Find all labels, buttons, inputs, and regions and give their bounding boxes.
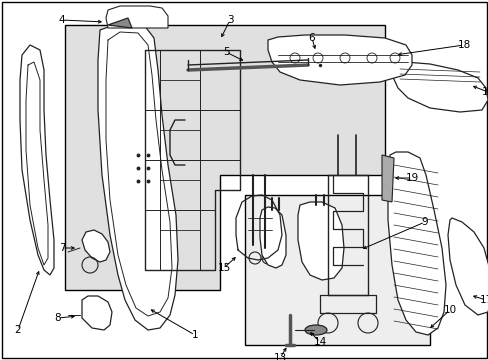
Polygon shape — [65, 25, 384, 290]
Polygon shape — [106, 6, 168, 28]
Polygon shape — [82, 296, 112, 330]
Polygon shape — [389, 62, 487, 112]
Text: 6: 6 — [308, 33, 315, 43]
Text: 19: 19 — [405, 173, 418, 183]
Polygon shape — [20, 45, 54, 275]
Text: 2: 2 — [15, 325, 21, 335]
Polygon shape — [98, 22, 178, 330]
Text: 5: 5 — [222, 47, 229, 57]
Text: 17: 17 — [478, 295, 488, 305]
Text: 4: 4 — [59, 15, 65, 25]
Polygon shape — [244, 195, 429, 345]
Text: 15: 15 — [217, 263, 230, 273]
Polygon shape — [387, 152, 445, 335]
Text: 3: 3 — [226, 15, 233, 25]
Text: 18: 18 — [456, 40, 469, 50]
Text: 14: 14 — [313, 337, 326, 347]
Polygon shape — [260, 207, 285, 268]
Text: 13: 13 — [273, 353, 286, 360]
Text: 10: 10 — [443, 305, 456, 315]
Text: 9: 9 — [421, 217, 427, 227]
Text: 16: 16 — [480, 87, 488, 97]
Text: 7: 7 — [59, 243, 65, 253]
Text: 8: 8 — [55, 313, 61, 323]
Polygon shape — [267, 35, 411, 85]
Polygon shape — [381, 155, 393, 202]
Polygon shape — [447, 218, 488, 315]
Polygon shape — [108, 18, 132, 28]
Polygon shape — [82, 230, 110, 262]
Ellipse shape — [305, 325, 326, 335]
Polygon shape — [297, 202, 343, 280]
Text: 1: 1 — [191, 330, 198, 340]
